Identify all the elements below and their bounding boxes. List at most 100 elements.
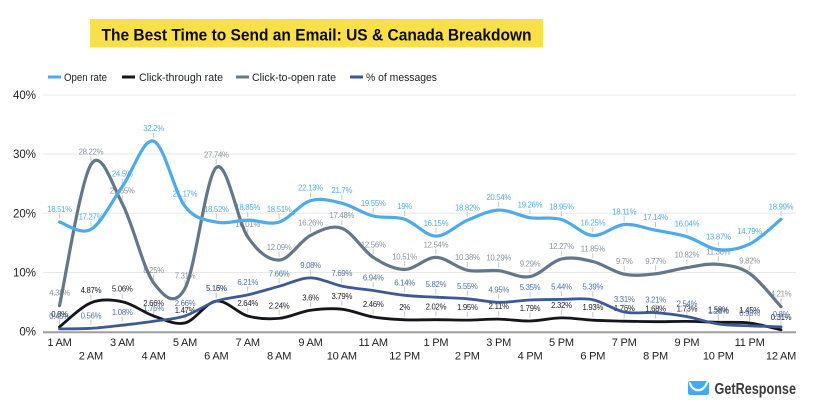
svg-text:0.45%: 0.45% xyxy=(49,312,70,321)
svg-text:6.94%: 6.94% xyxy=(363,274,384,283)
svg-text:19.26%: 19.26% xyxy=(518,201,543,210)
svg-text:3.6%: 3.6% xyxy=(302,293,319,302)
svg-text:24.5%: 24.5% xyxy=(112,170,133,179)
svg-text:1 PM: 1 PM xyxy=(423,337,448,349)
svg-text:4.95%: 4.95% xyxy=(488,285,509,294)
svg-text:5 PM: 5 PM xyxy=(549,337,574,349)
svg-text:8 AM: 8 AM xyxy=(267,351,291,363)
svg-text:9 PM: 9 PM xyxy=(674,337,699,349)
svg-text:17.14%: 17.14% xyxy=(643,213,668,222)
svg-text:7 AM: 7 AM xyxy=(236,337,260,349)
svg-text:GetResponse: GetResponse xyxy=(715,381,797,398)
svg-text:6.21%: 6.21% xyxy=(237,278,258,287)
svg-text:2.54%: 2.54% xyxy=(677,300,698,309)
svg-text:2.66%: 2.66% xyxy=(175,299,196,308)
svg-text:0.56%: 0.56% xyxy=(81,311,102,320)
svg-text:40%: 40% xyxy=(13,90,36,102)
svg-text:8 PM: 8 PM xyxy=(643,351,668,363)
svg-text:4 AM: 4 AM xyxy=(141,351,165,363)
svg-text:1.93%: 1.93% xyxy=(582,303,603,312)
svg-text:30%: 30% xyxy=(13,149,36,161)
svg-text:2.64%: 2.64% xyxy=(237,299,258,308)
svg-text:16.04%: 16.04% xyxy=(675,220,700,229)
svg-text:16.15%: 16.15% xyxy=(424,219,449,228)
svg-text:8.25%: 8.25% xyxy=(143,266,164,275)
svg-text:18.85%: 18.85% xyxy=(235,203,260,212)
svg-text:18.51%: 18.51% xyxy=(47,205,72,214)
svg-text:5.06%: 5.06% xyxy=(112,285,133,294)
svg-text:19%: 19% xyxy=(397,202,412,211)
svg-text:9.7%: 9.7% xyxy=(616,257,633,266)
svg-text:10.82%: 10.82% xyxy=(675,251,700,260)
svg-text:12 AM: 12 AM xyxy=(766,351,796,363)
svg-text:1.95%: 1.95% xyxy=(457,303,478,312)
svg-text:21.17%: 21.17% xyxy=(173,189,198,198)
svg-text:11 PM: 11 PM xyxy=(735,337,765,349)
svg-text:10.51%: 10.51% xyxy=(392,252,417,261)
svg-text:9 AM: 9 AM xyxy=(298,337,322,349)
svg-text:9.82%: 9.82% xyxy=(739,257,760,266)
svg-text:10 PM: 10 PM xyxy=(703,351,734,363)
svg-text:2 PM: 2 PM xyxy=(455,351,480,363)
svg-text:7.69%: 7.69% xyxy=(331,269,352,278)
svg-text:3 AM: 3 AM xyxy=(110,337,134,349)
svg-text:12.54%: 12.54% xyxy=(424,240,449,249)
svg-text:1.08%: 1.08% xyxy=(112,308,133,317)
svg-text:22.13%: 22.13% xyxy=(298,184,323,193)
svg-text:5.82%: 5.82% xyxy=(426,280,447,289)
svg-text:11.38%: 11.38% xyxy=(706,247,730,256)
svg-text:1.58%: 1.58% xyxy=(708,305,729,314)
svg-text:2.24%: 2.24% xyxy=(269,301,290,310)
svg-text:12 PM: 12 PM xyxy=(389,351,420,363)
svg-text:21.65%: 21.65% xyxy=(110,187,135,196)
svg-text:5.35%: 5.35% xyxy=(520,283,541,292)
svg-text:Open rate: Open rate xyxy=(64,72,107,84)
svg-text:4.21%: 4.21% xyxy=(771,290,792,299)
svg-text:10.38%: 10.38% xyxy=(455,253,480,262)
svg-text:2.32%: 2.32% xyxy=(551,301,572,310)
svg-text:2.11%: 2.11% xyxy=(489,302,509,311)
svg-text:0.31%: 0.31% xyxy=(771,313,792,322)
svg-text:10.29%: 10.29% xyxy=(486,254,511,263)
svg-text:1.79%: 1.79% xyxy=(520,304,541,313)
svg-text:The Best Time to Send an Email: The Best Time to Send an Email: US & Can… xyxy=(102,26,532,44)
svg-text:6 AM: 6 AM xyxy=(204,351,228,363)
svg-text:5 AM: 5 AM xyxy=(173,337,197,349)
svg-text:28.22%: 28.22% xyxy=(79,148,104,157)
svg-text:5.55%: 5.55% xyxy=(457,282,478,291)
svg-text:20.54%: 20.54% xyxy=(486,193,511,202)
svg-text:13.87%: 13.87% xyxy=(706,233,731,242)
svg-text:2.02%: 2.02% xyxy=(426,303,447,312)
svg-text:14.79%: 14.79% xyxy=(737,227,762,236)
svg-text:18.99%: 18.99% xyxy=(769,202,794,211)
svg-text:32.2%: 32.2% xyxy=(143,124,164,133)
svg-text:16.25%: 16.25% xyxy=(580,219,605,228)
svg-text:2%: 2% xyxy=(399,303,410,312)
svg-text:18.51%: 18.51% xyxy=(267,205,292,214)
svg-text:6.14%: 6.14% xyxy=(394,278,415,287)
svg-text:3.21%: 3.21% xyxy=(645,296,666,305)
svg-text:27.74%: 27.74% xyxy=(204,151,229,160)
svg-text:2.46%: 2.46% xyxy=(363,300,384,309)
svg-text:2 AM: 2 AM xyxy=(79,351,103,363)
svg-text:3 PM: 3 PM xyxy=(486,337,511,349)
svg-text:4.38%: 4.38% xyxy=(49,289,70,298)
svg-text:5.44%: 5.44% xyxy=(551,282,572,291)
svg-text:5.39%: 5.39% xyxy=(582,283,603,292)
svg-text:18.82%: 18.82% xyxy=(455,203,480,212)
svg-text:4 PM: 4 PM xyxy=(518,351,543,363)
svg-text:% of messages: % of messages xyxy=(366,72,437,84)
svg-text:9.29%: 9.29% xyxy=(520,260,541,269)
svg-text:1.75%: 1.75% xyxy=(143,304,164,313)
svg-text:0.8%: 0.8% xyxy=(773,310,790,319)
svg-text:18.95%: 18.95% xyxy=(549,203,574,212)
svg-text:0%: 0% xyxy=(19,327,36,339)
svg-text:12.56%: 12.56% xyxy=(361,240,386,249)
svg-text:5.16%: 5.16% xyxy=(206,284,227,293)
svg-text:1.28%: 1.28% xyxy=(708,307,729,316)
svg-text:Click-through rate: Click-through rate xyxy=(139,72,223,84)
svg-text:1.45%: 1.45% xyxy=(739,306,760,315)
svg-text:7.31%: 7.31% xyxy=(175,271,196,280)
svg-text:7.66%: 7.66% xyxy=(269,269,290,278)
svg-text:21.7%: 21.7% xyxy=(331,186,352,195)
